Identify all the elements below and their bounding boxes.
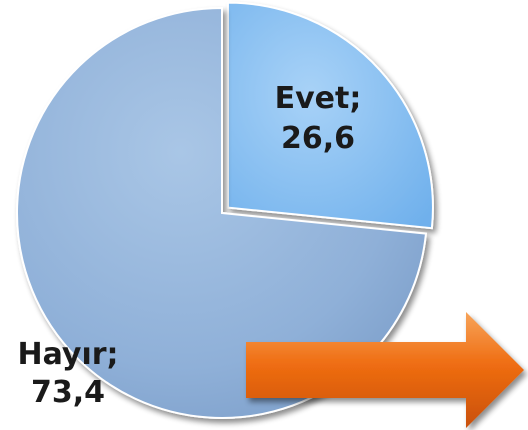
- slice-label-value-0: 26,6: [281, 121, 355, 156]
- slice-label-name-0: Evet;: [275, 81, 362, 116]
- right-arrow-icon: [246, 312, 524, 428]
- pie-slice-evet: [226, 1, 434, 230]
- slice-label-name-1: Hayır;: [17, 337, 118, 372]
- slice-label-value-1: 73,4: [31, 375, 105, 410]
